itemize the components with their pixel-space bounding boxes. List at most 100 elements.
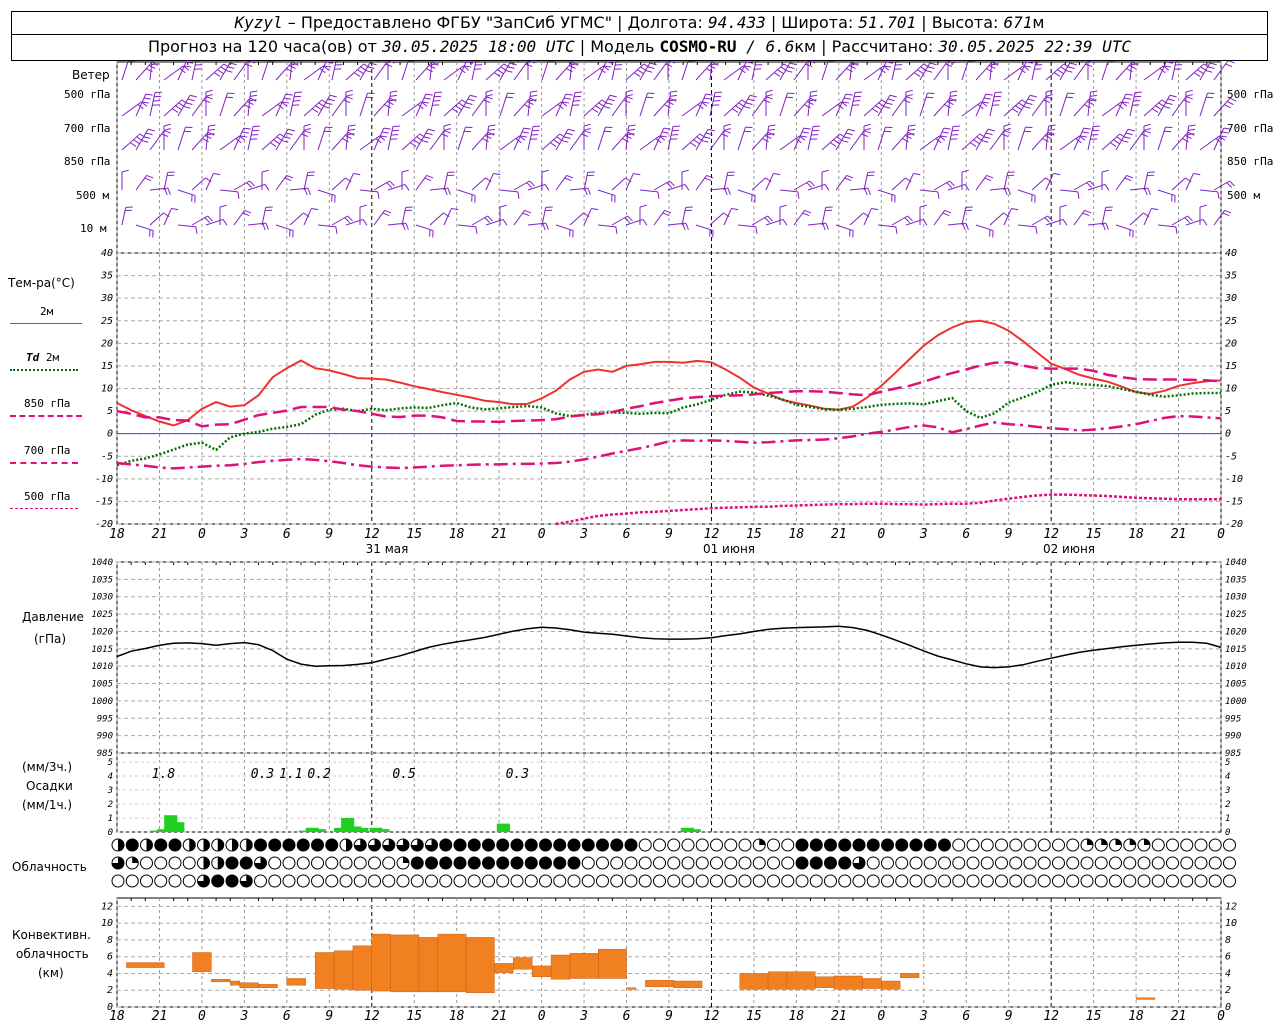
series-pressure (116, 625, 1222, 669)
wind-barb (219, 93, 228, 117)
cloud-symbol (653, 856, 666, 870)
wind-level-500hpa-right: 500 гПа (1227, 88, 1274, 101)
wind-barb-feather (1155, 105, 1162, 110)
wind-barb (975, 128, 989, 151)
wind-barb-feather (949, 94, 958, 97)
wind-barb-feather (522, 212, 530, 217)
wind-barb-feather (707, 128, 715, 132)
wind-barb-feather (745, 102, 753, 105)
wind-barb-feather (661, 131, 669, 134)
wind-barb (835, 128, 849, 151)
cloud-symbol-fill (254, 839, 267, 851)
wind-barb (975, 61, 993, 81)
wind-barb-feather (907, 128, 916, 131)
cloud-symbol-fill (838, 857, 851, 869)
wind-barb-feather (961, 169, 969, 173)
wind-barb-feather (657, 191, 660, 199)
wind-barb-feather (247, 60, 255, 64)
header-station: Kyzyl – Предоставлено ФГБУ "ЗапСиб УГМС"… (11, 11, 1268, 35)
x-tick-label: 0 (1217, 527, 1225, 542)
wind-barb-feather (323, 105, 331, 109)
cloud-symbol-fill (867, 839, 880, 851)
wind-barb-feather (1221, 131, 1229, 134)
wind-barb-feather (1222, 212, 1230, 217)
wind-barb-feather (627, 128, 636, 131)
cloud-symbol-fill (468, 839, 481, 851)
cloud-symbol (353, 874, 367, 888)
x-tick-label: 6 (283, 1009, 291, 1024)
cloud-symbol (1208, 838, 1222, 852)
legend-2m: 2м (40, 305, 54, 318)
wind-barb-feather (805, 63, 813, 68)
wind-barb-feather (164, 188, 168, 196)
wind-barb-feather (386, 100, 394, 105)
wind-barb-feather (469, 94, 477, 98)
wind-barb-feather (423, 97, 431, 100)
wind-barb (1157, 224, 1176, 228)
precip-bar (348, 826, 362, 832)
x-tick-label: 0 (1217, 1009, 1225, 1024)
wind-barb-feather (800, 135, 808, 138)
y-tick-label: 5 (108, 758, 113, 768)
wind-barb (457, 127, 466, 151)
wind-barb-feather (764, 134, 772, 139)
wind-barb (947, 92, 952, 117)
wind-barb (457, 189, 476, 197)
cloud-symbol (125, 874, 139, 888)
cloud-symbol-fill (553, 857, 566, 869)
y-tick-label: 1040 (91, 558, 113, 568)
cloud-symbol (752, 874, 766, 888)
y-tick-label: 12 (101, 901, 113, 912)
wind-barb-feather (129, 142, 137, 147)
wind-barb-feather (1109, 142, 1117, 147)
wind-barb-feather (1220, 135, 1228, 138)
wind-barb (219, 189, 238, 193)
wind-barb-feather (1082, 212, 1090, 217)
wind-barb-feather (1053, 173, 1061, 176)
wind-barb-feather (425, 132, 433, 136)
y-tick-label: 6 (107, 952, 113, 963)
wind-barb-feather (315, 105, 322, 110)
wind-barb (401, 207, 407, 226)
wind-barb-feather (875, 105, 882, 110)
wind-barb-feather (1077, 191, 1080, 199)
wind-barb-feather (1175, 226, 1178, 234)
wind-level-850hpa: 850 гПа (64, 155, 111, 168)
wind-barb (709, 130, 725, 151)
wind-barb-feather (884, 65, 892, 68)
x-tick-label: 21 (1171, 1009, 1187, 1024)
wind-barb-feather (565, 132, 573, 136)
y-tick-label: 1 (108, 814, 113, 824)
wind-barb (275, 61, 293, 81)
cloud-symbol (638, 874, 652, 888)
wind-barb (555, 61, 573, 81)
wind-barb-feather (1125, 132, 1133, 136)
cloud-symbol-fill (439, 839, 452, 851)
y-tick-label: -20 (1225, 519, 1243, 530)
cloud-symbol (752, 856, 766, 870)
y-tick-label: 1030 (1225, 593, 1247, 603)
cloud-symbol-fill (796, 857, 808, 869)
wind-barb-feather (1081, 131, 1089, 134)
wind-barb (667, 183, 686, 191)
wind-barb-feather (359, 204, 367, 208)
wind-barb (1171, 177, 1186, 191)
conv-bar (258, 984, 278, 988)
wind-barb (891, 96, 907, 117)
x-tick-label: 3 (579, 1009, 588, 1024)
conv-bar (862, 978, 882, 989)
wind-barb-feather (871, 208, 879, 211)
wind-barb-feather (1143, 130, 1151, 134)
wind-barb-feather (141, 139, 149, 143)
wind-barb-feather (1184, 134, 1192, 139)
conv-bar (881, 980, 901, 990)
station-name: Kyzyl (234, 13, 283, 32)
y-tick-label: 40 (101, 248, 113, 259)
conv-bar (333, 950, 354, 990)
wind-barb-feather (711, 63, 719, 66)
wind-barb-feather (409, 142, 417, 147)
cloud-symbol-fill (881, 839, 894, 851)
conv-bar (550, 954, 571, 980)
wind-barb (1115, 128, 1129, 151)
